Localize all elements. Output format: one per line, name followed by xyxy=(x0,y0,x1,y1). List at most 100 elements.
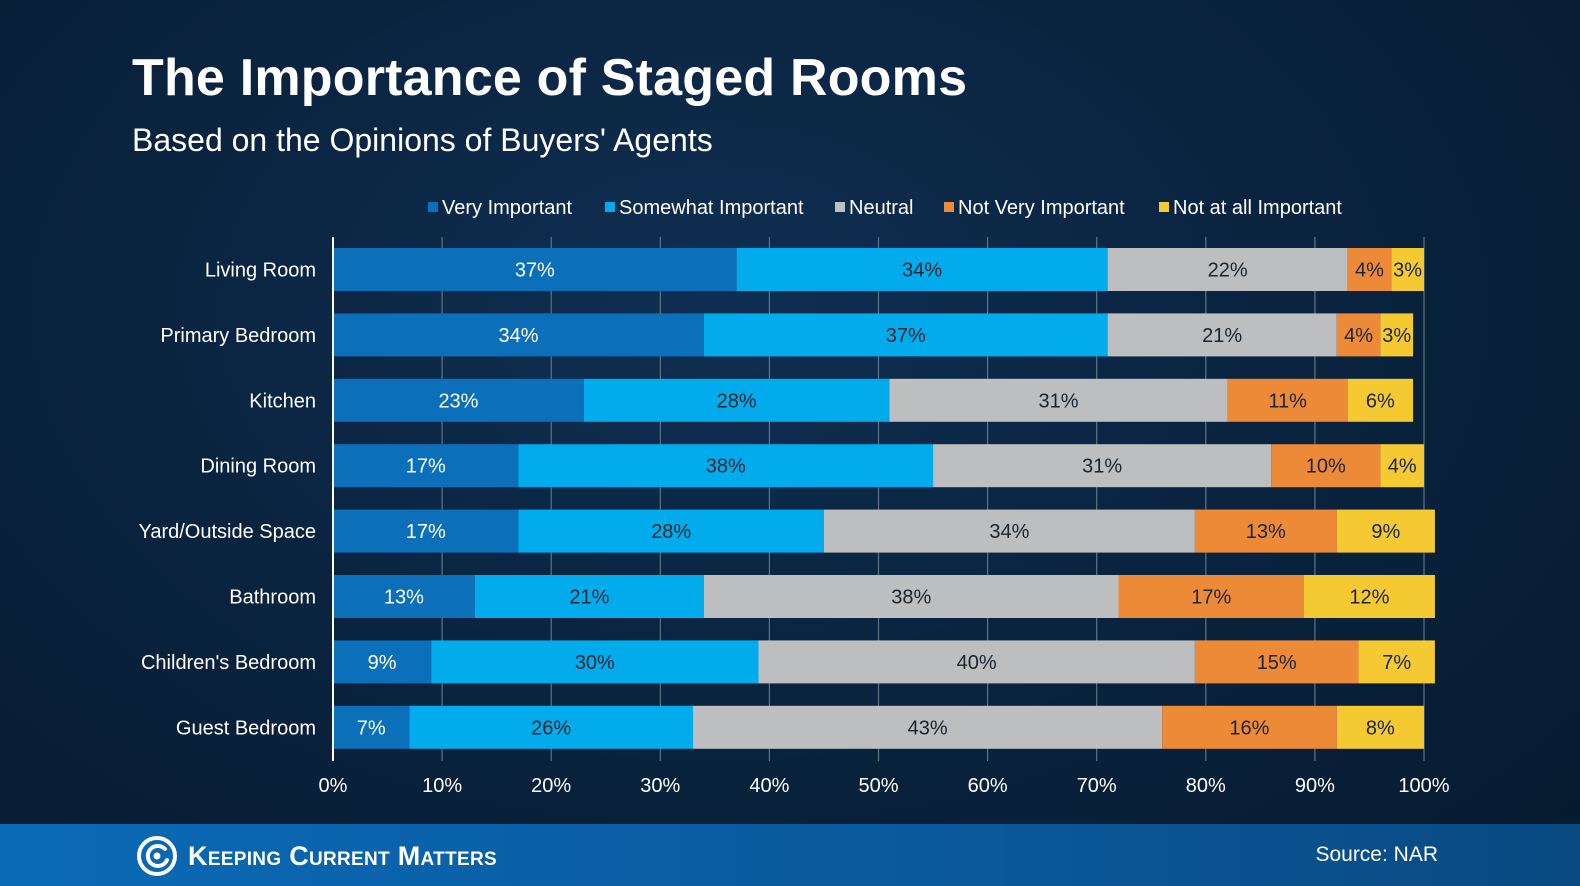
kcm-logo-icon xyxy=(137,836,177,876)
data-label: 4% xyxy=(1355,260,1384,282)
legend-label: Somewhat Important xyxy=(619,197,804,219)
x-tick-label: 0% xyxy=(319,775,348,797)
data-label: 34% xyxy=(989,521,1029,543)
legend-label: Not at all Important xyxy=(1173,197,1342,219)
source-note: Source: NAR xyxy=(1315,843,1438,866)
page-subtitle: Based on the Opinions of Buyers' Agents xyxy=(132,122,713,158)
bar-segment xyxy=(333,640,432,684)
page-title: The Importance of Staged Rooms xyxy=(132,49,968,107)
data-label: 38% xyxy=(891,587,931,609)
bar-segment xyxy=(1391,248,1424,291)
data-label: 37% xyxy=(515,260,555,282)
legend-swatch xyxy=(428,202,438,212)
bar-segment xyxy=(583,378,890,422)
brand-name: Keeping Current Matters xyxy=(188,841,497,871)
bar-segment xyxy=(703,575,1119,618)
bar-segment xyxy=(1107,313,1337,357)
data-label: 21% xyxy=(569,587,609,609)
data-label: 23% xyxy=(438,390,478,412)
data-label: 17% xyxy=(1191,587,1231,609)
bar-segment xyxy=(736,248,1108,291)
bar-segment xyxy=(518,444,934,488)
x-tick-label: 80% xyxy=(1186,775,1226,797)
data-label: 22% xyxy=(1208,260,1248,282)
bar-segment xyxy=(333,444,519,488)
bar-segment xyxy=(1347,378,1414,422)
chart-bars: 37% 34% 22% 4% 3% 34% 37% 21% 4% 3% 23% 28% 31% 11% 6%… xyxy=(332,237,1435,761)
data-label: 30% xyxy=(575,652,615,674)
data-label: 3% xyxy=(1393,260,1422,282)
bar-segment xyxy=(333,705,410,749)
x-tick-label: 50% xyxy=(858,775,898,797)
legend-label: Very Important xyxy=(442,197,573,219)
data-label: 4% xyxy=(1344,325,1373,347)
x-tick-label: 30% xyxy=(640,775,680,797)
data-label: 13% xyxy=(1246,521,1286,543)
data-label: 17% xyxy=(406,521,446,543)
category-label: Children's Bedroom xyxy=(141,652,316,674)
data-label: 4% xyxy=(1388,456,1417,478)
legend-swatch xyxy=(835,202,845,212)
category-label: Bathroom xyxy=(229,587,316,609)
bar-segment xyxy=(1194,640,1359,684)
legend-label: Neutral xyxy=(849,197,913,219)
legend-swatch xyxy=(605,202,615,212)
chart-legend: Very Important Somewhat Important Neutral N… xyxy=(428,197,1342,219)
bar-segment xyxy=(1118,575,1304,618)
x-tick-label: 60% xyxy=(968,775,1008,797)
data-label: 11% xyxy=(1268,390,1307,412)
bar-segment xyxy=(889,378,1228,422)
bar-segment xyxy=(474,575,704,618)
bar-segment xyxy=(333,509,519,553)
data-label: 34% xyxy=(498,325,538,347)
x-tick-label: 90% xyxy=(1295,775,1335,797)
bar-segment xyxy=(703,313,1108,357)
footer-bar: Keeping Current Matters Source: NAR xyxy=(0,824,1580,886)
category-label: Primary Bedroom xyxy=(160,325,316,347)
bar-segment xyxy=(333,248,737,291)
data-label: 16% xyxy=(1229,717,1269,739)
data-label: 9% xyxy=(368,652,397,674)
data-label: 12% xyxy=(1349,587,1389,609)
x-tick-label: 70% xyxy=(1077,775,1117,797)
bar-segment xyxy=(1194,509,1337,553)
x-tick-label: 100% xyxy=(1398,775,1449,797)
x-axis-tick-labels: 0% 10% 20% 30% 40% 50% 60% 70% 80% 90% 100% xyxy=(319,775,1450,797)
data-label: 43% xyxy=(908,717,948,739)
x-tick-label: 20% xyxy=(531,775,571,797)
bar-segment xyxy=(1271,444,1381,488)
x-tick-label: 10% xyxy=(422,775,462,797)
bar-segment xyxy=(933,444,1272,488)
data-label: 9% xyxy=(1371,521,1400,543)
bar-segment xyxy=(1336,705,1424,749)
data-label: 31% xyxy=(1082,456,1122,478)
category-labels: Living Room Primary Bedroom Kitchen Dining … xyxy=(138,260,316,740)
data-label: 13% xyxy=(384,587,424,609)
data-label: 40% xyxy=(957,652,997,674)
category-label: Yard/Outside Space xyxy=(138,521,316,543)
bar-segment xyxy=(823,509,1195,553)
category-label: Guest Bedroom xyxy=(176,717,316,739)
data-label: 31% xyxy=(1038,390,1078,412)
data-label: 7% xyxy=(1382,652,1411,674)
bar-segment xyxy=(1347,248,1392,291)
data-label: 3% xyxy=(1382,325,1411,347)
bar-segment xyxy=(431,640,759,684)
bar-segment xyxy=(1358,640,1435,684)
x-tick-label: 40% xyxy=(749,775,789,797)
bar-segment xyxy=(333,378,584,422)
legend-swatch xyxy=(944,202,954,212)
legend-swatch xyxy=(1159,202,1169,212)
data-label: 15% xyxy=(1257,652,1297,674)
bar-segment xyxy=(333,575,475,618)
bar-segment xyxy=(1336,509,1435,553)
bar-segment xyxy=(409,705,694,749)
stacked-bar-chart: 37% 34% 22% 4% 3% 34% 37% 21% 4% 3% 23% 28% 31% 11% 6%… xyxy=(138,197,1450,797)
bar-segment xyxy=(1162,705,1337,749)
bar-segment xyxy=(1227,378,1348,422)
data-label: 7% xyxy=(357,717,386,739)
bar-segment xyxy=(1107,248,1348,291)
data-label: 37% xyxy=(886,325,926,347)
data-label: 8% xyxy=(1366,717,1395,739)
legend-label: Not Very Important xyxy=(958,197,1125,219)
